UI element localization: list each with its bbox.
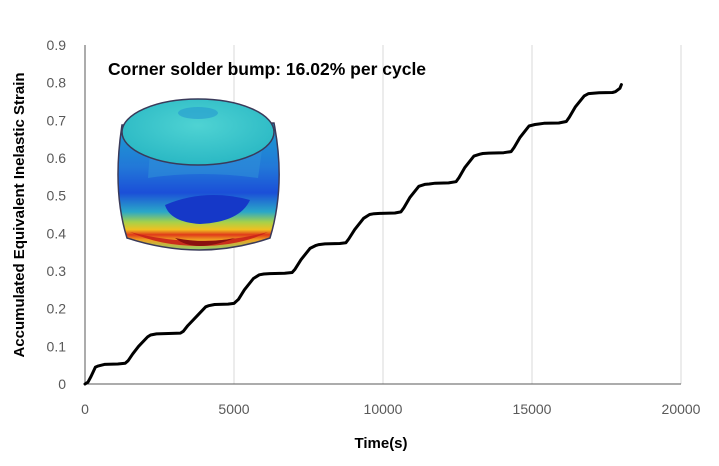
- solder-bump-illustration: [117, 98, 280, 251]
- x-tick-label: 15000: [513, 401, 552, 417]
- y-tick-label: 0.2: [47, 301, 67, 317]
- chart-annotation: Corner solder bump: 16.02% per cycle: [108, 59, 426, 79]
- y-tick-label: 0.6: [47, 150, 67, 166]
- grid-lines: [233, 45, 682, 384]
- y-tick-label: 0.7: [47, 112, 67, 128]
- x-tick-label: 10000: [364, 401, 403, 417]
- y-tick-label: 0.3: [47, 263, 67, 279]
- x-tick-labels: 0 5000 10000 15000 20000: [81, 401, 701, 417]
- x-tick-label: 0: [81, 401, 89, 417]
- y-tick-label: 0.8: [47, 75, 67, 91]
- y-tick-labels: 0 0.1 0.2 0.3 0.4 0.5 0.6 0.7 0.8 0.9: [47, 37, 67, 392]
- axes: [84, 45, 681, 385]
- y-axis-title: Accumulated Equivalent Inelastic Strain: [11, 72, 28, 357]
- y-tick-label: 0.1: [47, 338, 67, 354]
- x-tick-label: 5000: [218, 401, 249, 417]
- y-tick-label: 0.5: [47, 188, 67, 204]
- y-tick-label: 0: [58, 376, 66, 392]
- y-tick-label: 0.4: [47, 225, 67, 241]
- x-tick-label: 20000: [662, 401, 701, 417]
- y-tick-label: 0.9: [47, 37, 67, 53]
- x-axis-title: Time(s): [354, 435, 407, 452]
- series-line-strain: [83, 83, 623, 386]
